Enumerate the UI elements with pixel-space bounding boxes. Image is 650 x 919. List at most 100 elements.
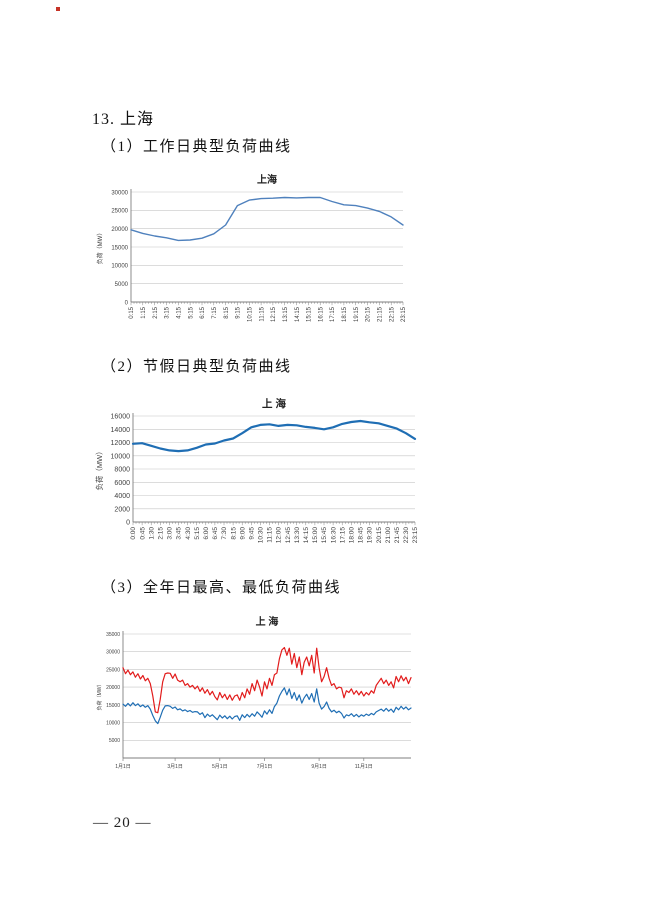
svg-text:5:15: 5:15 bbox=[194, 527, 201, 540]
svg-text:19:15: 19:15 bbox=[354, 306, 360, 322]
svg-text:0:00: 0:00 bbox=[130, 527, 137, 540]
svg-text:21:45: 21:45 bbox=[394, 527, 401, 544]
svg-text:6:00: 6:00 bbox=[203, 527, 210, 540]
svg-text:7:15: 7:15 bbox=[212, 306, 218, 318]
svg-text:负荷（MW）: 负荷（MW） bbox=[96, 230, 104, 265]
svg-text:0: 0 bbox=[125, 300, 129, 306]
svg-text:上 海: 上 海 bbox=[262, 397, 286, 410]
svg-text:23:15: 23:15 bbox=[412, 527, 419, 544]
svg-text:15:45: 15:45 bbox=[321, 527, 328, 544]
svg-text:5000: 5000 bbox=[115, 282, 129, 288]
svg-text:上 海: 上 海 bbox=[256, 615, 279, 628]
svg-text:2:15: 2:15 bbox=[158, 527, 165, 540]
svg-text:1月1日: 1月1日 bbox=[115, 764, 131, 770]
svg-text:14000: 14000 bbox=[111, 427, 131, 434]
svg-text:10:15: 10:15 bbox=[248, 306, 254, 322]
svg-text:16:30: 16:30 bbox=[330, 527, 337, 544]
svg-text:25000: 25000 bbox=[106, 667, 120, 673]
svg-text:17:15: 17:15 bbox=[339, 527, 346, 544]
svg-text:12:15: 12:15 bbox=[271, 306, 277, 322]
svg-text:35000: 35000 bbox=[106, 632, 120, 638]
svg-text:2000: 2000 bbox=[114, 507, 130, 514]
annual-minmax-load-chart: 5000 10000 15000 20000 25000 30000 35000 1月1日 3月… bbox=[95, 612, 425, 779]
svg-text:6:15: 6:15 bbox=[200, 306, 206, 318]
svg-text:30000: 30000 bbox=[106, 650, 120, 656]
svg-text:11月1日: 11月1日 bbox=[355, 764, 373, 770]
svg-text:19:30: 19:30 bbox=[367, 527, 374, 544]
svg-text:23:15: 23:15 bbox=[401, 306, 407, 322]
svg-text:30000: 30000 bbox=[111, 190, 128, 196]
svg-text:21:15: 21:15 bbox=[378, 306, 384, 322]
svg-text:20000: 20000 bbox=[111, 227, 128, 233]
svg-text:9:00: 9:00 bbox=[239, 527, 246, 540]
subsection-heading-workday: （1）工作日典型负荷曲线 bbox=[101, 139, 292, 155]
svg-text:9:45: 9:45 bbox=[249, 527, 256, 540]
svg-text:10:30: 10:30 bbox=[258, 527, 265, 544]
svg-text:14:15: 14:15 bbox=[295, 306, 301, 322]
subsection-heading-annual: （3）全年日最高、最低负荷曲线 bbox=[101, 580, 342, 596]
svg-text:15000: 15000 bbox=[111, 245, 128, 251]
svg-text:10000: 10000 bbox=[111, 264, 128, 270]
svg-text:3:00: 3:00 bbox=[167, 527, 174, 540]
chart-svg: 0 5000 10000 15000 20000 25000 30000 0:15 1:15 2:… bbox=[96, 173, 407, 322]
svg-text:1:30: 1:30 bbox=[148, 527, 155, 540]
svg-text:7:30: 7:30 bbox=[221, 527, 228, 540]
corner-red-mark bbox=[56, 7, 60, 11]
svg-text:0:15: 0:15 bbox=[129, 306, 135, 318]
svg-text:13:30: 13:30 bbox=[294, 527, 301, 544]
svg-text:1:15: 1:15 bbox=[141, 306, 147, 318]
svg-text:15:15: 15:15 bbox=[307, 306, 313, 322]
svg-text:3月1日: 3月1日 bbox=[167, 764, 183, 770]
svg-text:0:45: 0:45 bbox=[139, 527, 146, 540]
svg-text:11:15: 11:15 bbox=[259, 306, 265, 321]
svg-text:负荷（MW）: 负荷（MW） bbox=[96, 682, 103, 711]
section-heading: 13. 上海 bbox=[92, 111, 155, 128]
svg-text:5月1日: 5月1日 bbox=[212, 764, 228, 770]
chart-svg: 5000 10000 15000 20000 25000 30000 35000 1月1日 3月… bbox=[96, 615, 412, 770]
svg-text:10000: 10000 bbox=[111, 454, 131, 461]
svg-text:12:45: 12:45 bbox=[285, 527, 292, 544]
svg-text:4:30: 4:30 bbox=[185, 527, 192, 540]
svg-text:17:15: 17:15 bbox=[330, 306, 336, 322]
svg-text:上海: 上海 bbox=[257, 173, 277, 186]
chart-svg: 0 2000 4000 6000 8000 10000 12000 14000 16000 0:0… bbox=[94, 397, 419, 544]
svg-text:0: 0 bbox=[126, 520, 130, 527]
svg-text:7月1日: 7月1日 bbox=[257, 764, 273, 770]
svg-text:25000: 25000 bbox=[111, 209, 128, 215]
svg-text:5:15: 5:15 bbox=[188, 306, 194, 318]
svg-text:20:15: 20:15 bbox=[366, 306, 372, 322]
svg-text:12000: 12000 bbox=[111, 440, 131, 447]
svg-text:21:00: 21:00 bbox=[385, 527, 392, 544]
svg-text:10000: 10000 bbox=[106, 721, 120, 727]
svg-text:4:15: 4:15 bbox=[177, 306, 183, 318]
svg-text:16000: 16000 bbox=[111, 414, 131, 421]
svg-text:9月1日: 9月1日 bbox=[311, 764, 327, 770]
svg-text:20:15: 20:15 bbox=[376, 527, 383, 544]
svg-text:9:15: 9:15 bbox=[236, 306, 242, 318]
svg-text:20000: 20000 bbox=[106, 685, 120, 691]
svg-text:22:15: 22:15 bbox=[389, 306, 395, 322]
svg-text:18:00: 18:00 bbox=[349, 527, 356, 544]
holiday-load-chart: 0 2000 4000 6000 8000 10000 12000 14000 16000 0:0… bbox=[93, 394, 427, 571]
svg-text:5000: 5000 bbox=[109, 738, 120, 744]
svg-text:18:15: 18:15 bbox=[342, 306, 348, 322]
svg-text:8:15: 8:15 bbox=[230, 527, 237, 540]
svg-text:13:15: 13:15 bbox=[283, 306, 289, 322]
workday-load-chart: 0 5000 10000 15000 20000 25000 30000 0:15 1:15 2:… bbox=[95, 170, 417, 347]
svg-text:18:45: 18:45 bbox=[358, 527, 365, 544]
svg-text:14:15: 14:15 bbox=[303, 527, 310, 544]
svg-text:6:45: 6:45 bbox=[212, 527, 219, 540]
svg-text:8000: 8000 bbox=[114, 467, 130, 474]
svg-text:15000: 15000 bbox=[106, 703, 120, 709]
svg-text:6000: 6000 bbox=[114, 480, 130, 487]
svg-text:3:45: 3:45 bbox=[176, 527, 183, 540]
svg-text:15:00: 15:00 bbox=[312, 527, 319, 544]
svg-text:8:15: 8:15 bbox=[224, 306, 230, 318]
svg-text:22:30: 22:30 bbox=[403, 527, 410, 544]
svg-text:16:15: 16:15 bbox=[318, 306, 324, 322]
svg-text:4000: 4000 bbox=[114, 493, 130, 500]
svg-text:12:00: 12:00 bbox=[276, 527, 283, 544]
svg-text:2:15: 2:15 bbox=[153, 306, 159, 318]
svg-text:3:15: 3:15 bbox=[165, 306, 171, 318]
